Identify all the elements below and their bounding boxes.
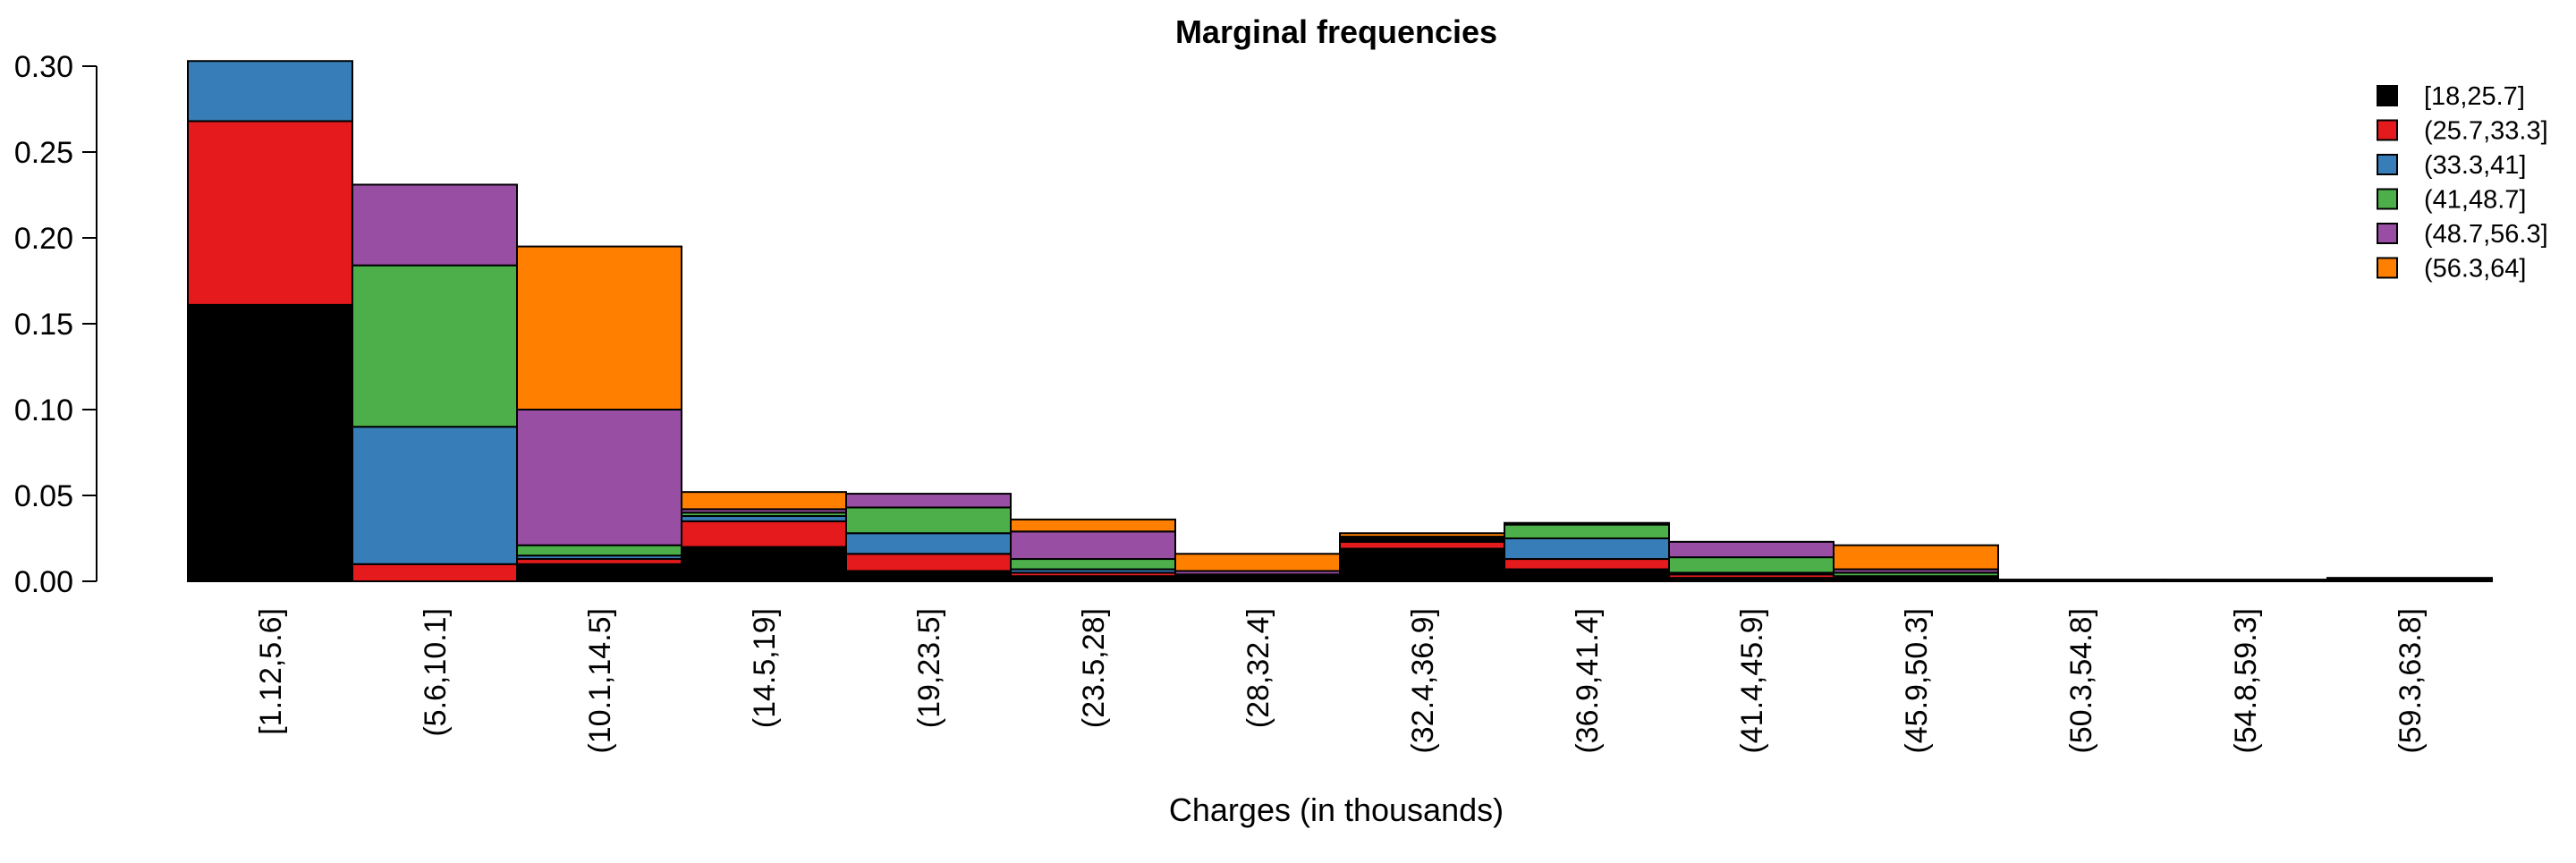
bar-segment bbox=[516, 544, 682, 557]
y-axis: 0.00 0.05 0.10 0.15 0.20 0.25 0.30 bbox=[14, 50, 97, 599]
y-tick-label: 0.15 bbox=[14, 308, 73, 342]
bar-segment bbox=[1010, 558, 1176, 571]
y-tick-label: 0.00 bbox=[14, 565, 73, 599]
y-tick-label: 0.10 bbox=[14, 393, 73, 427]
bar-segment bbox=[681, 491, 847, 511]
legend-swatch bbox=[2377, 119, 2398, 141]
bar-segment bbox=[1010, 518, 1176, 533]
bar-segment bbox=[845, 553, 1012, 572]
x-tick-label: (23.5,28] bbox=[1077, 608, 1111, 728]
bar-segment bbox=[187, 303, 353, 582]
bar-segment bbox=[516, 409, 682, 546]
bar-segment bbox=[1504, 558, 1670, 571]
bar-segment bbox=[187, 120, 353, 306]
bar-segment bbox=[352, 563, 518, 582]
bar-segment bbox=[2326, 577, 2493, 581]
x-tick-label: (10.1,14.5] bbox=[583, 608, 617, 754]
x-tick-label: (5.6,10.1] bbox=[419, 608, 453, 737]
x-tick-label: (50.3,54.8] bbox=[2064, 608, 2098, 754]
bar-segment bbox=[516, 563, 682, 582]
bar-segment bbox=[845, 532, 1012, 555]
x-tick-label: (54.8,59.3] bbox=[2229, 608, 2263, 754]
bar-segment bbox=[1504, 521, 1670, 526]
bar-segment bbox=[352, 183, 518, 267]
legend-swatch bbox=[2377, 154, 2398, 175]
bar-segment bbox=[1504, 537, 1670, 561]
x-axis-label: Charges (in thousands) bbox=[1169, 791, 1504, 828]
legend: [18,25.7] (25.7,33.3] (33.3,41] (41,48.7] (4… bbox=[2377, 82, 2548, 283]
bar-segment bbox=[2162, 579, 2328, 583]
legend-label: (48.7,56.3] bbox=[2424, 220, 2548, 249]
y-tick-label: 0.30 bbox=[14, 50, 73, 84]
x-tick-label: (36.9,41.4] bbox=[1571, 608, 1605, 754]
bar-segment bbox=[1339, 547, 1505, 583]
legend-label: (56.3,64] bbox=[2424, 255, 2526, 283]
bar-segment bbox=[681, 546, 847, 582]
bar-segment bbox=[1997, 579, 2164, 583]
bar-segment bbox=[352, 426, 518, 565]
y-tick-label: 0.25 bbox=[14, 136, 73, 170]
legend-swatch bbox=[2377, 257, 2398, 279]
bar-segment bbox=[845, 493, 1012, 509]
legend-swatch bbox=[2377, 85, 2398, 106]
bar-segment bbox=[1833, 544, 1999, 571]
bar-segment bbox=[187, 60, 353, 123]
x-tick-label: (19,23.5] bbox=[912, 608, 946, 728]
x-tick-labels: [1.12,5.6] (5.6,10.1] (10.1,14.5] (14.5,19]… bbox=[254, 608, 2428, 754]
bar-segment bbox=[1668, 556, 1835, 574]
legend-label: [18,25.7] bbox=[2424, 82, 2525, 111]
bars-group bbox=[187, 60, 2493, 583]
bar-segment bbox=[845, 506, 1012, 535]
bar-segment bbox=[352, 264, 518, 428]
bar-segment bbox=[1339, 540, 1505, 550]
x-tick-label: (59.3,63.8] bbox=[2394, 608, 2428, 754]
x-tick-label: (28,32.4] bbox=[1241, 608, 1275, 728]
bar-segment bbox=[516, 245, 682, 410]
x-tick-label: (32.4,36.9] bbox=[1406, 608, 1440, 754]
bar-segment bbox=[1504, 523, 1670, 540]
y-tick-label: 0.05 bbox=[14, 479, 73, 513]
x-tick-label: (41.4,45.9] bbox=[1735, 608, 1769, 754]
legend-swatch bbox=[2377, 223, 2398, 244]
legend-swatch bbox=[2377, 188, 2398, 210]
legend-label: (41,48.7] bbox=[2424, 186, 2526, 215]
y-tick-label: 0.20 bbox=[14, 222, 73, 256]
bar-segment bbox=[845, 570, 1012, 582]
legend-label: (33.3,41] bbox=[2424, 151, 2526, 180]
bar-segment bbox=[1174, 553, 1341, 572]
bar-segment bbox=[1504, 568, 1670, 582]
legend-label: (25.7,33.3] bbox=[2424, 117, 2548, 146]
bar-segment bbox=[681, 520, 847, 548]
bar-segment bbox=[1010, 530, 1176, 561]
x-tick-label: (14.5,19] bbox=[748, 608, 782, 728]
chart-title: Marginal frequencies bbox=[1175, 13, 1497, 50]
bar-segment bbox=[1339, 532, 1505, 538]
x-tick-label: [1.12,5.6] bbox=[254, 608, 288, 735]
bar-segment bbox=[1668, 540, 1835, 559]
x-tick-label: (45.9,50.3] bbox=[1900, 608, 1934, 754]
